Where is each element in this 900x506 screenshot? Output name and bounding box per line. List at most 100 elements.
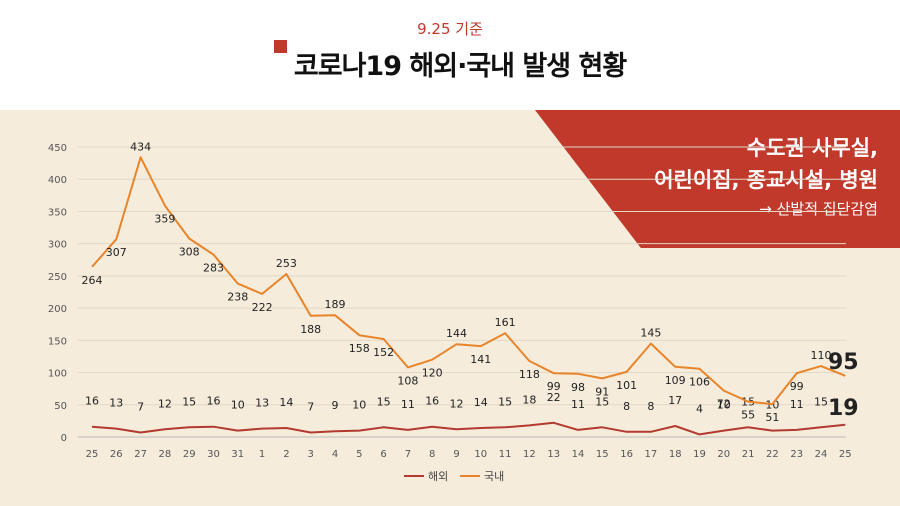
data-label-domestic: 152	[373, 346, 394, 359]
data-label-domestic: 307	[106, 246, 127, 259]
data-label-overseas: 13	[109, 397, 123, 410]
callout-line-1: 수도권 사무실,	[746, 136, 878, 160]
data-label-domestic: 91	[595, 385, 609, 398]
data-label-overseas: 7	[137, 400, 144, 413]
x-tick-label: 18	[669, 449, 682, 460]
title-row: 코로나19 해외·국내 발생 현황	[0, 40, 900, 83]
x-tick-label: 25	[839, 449, 852, 460]
data-label-overseas: 11	[571, 398, 585, 411]
data-label-overseas: 18	[522, 393, 536, 406]
y-tick-label: 100	[48, 369, 67, 380]
data-label-overseas: 12	[450, 397, 464, 410]
data-label-domestic: 222	[252, 301, 273, 314]
data-label-overseas: 8	[623, 400, 630, 413]
title-marker-icon	[273, 40, 287, 53]
data-label-domestic: 109	[665, 374, 686, 387]
data-label-overseas: 4	[696, 402, 703, 415]
data-label-domestic: 108	[397, 374, 418, 387]
y-tick-label: 400	[48, 175, 67, 186]
page-title: 코로나19 해외·국내 발생 현황	[293, 51, 627, 82]
data-label-domestic: 359	[154, 213, 175, 226]
data-label-domestic: 98	[571, 381, 585, 394]
data-label-overseas: 15	[498, 395, 512, 408]
y-tick-label: 450	[48, 143, 67, 154]
data-label-domestic: 51	[765, 411, 779, 424]
legend-label-domestic: 국내	[484, 470, 504, 483]
data-label-domestic: 55	[741, 409, 755, 422]
y-tick-label: 300	[48, 240, 67, 251]
data-label-domestic: 283	[203, 262, 224, 275]
data-label-overseas: 8	[647, 400, 654, 413]
data-label-overseas: 11	[790, 398, 804, 411]
data-label-domestic: 144	[446, 327, 467, 340]
data-label-overseas: 12	[158, 397, 172, 410]
x-tick-label: 2	[283, 449, 289, 460]
x-tick-label: 21	[742, 449, 755, 460]
y-tick-label: 350	[48, 207, 67, 218]
data-label-overseas: 16	[425, 395, 439, 408]
data-label-domestic-latest: 95	[828, 350, 859, 375]
data-label-overseas: 15	[182, 395, 196, 408]
data-label-domestic: 99	[790, 380, 804, 393]
data-label-overseas: 14	[279, 396, 293, 409]
data-label-overseas: 11	[401, 398, 415, 411]
x-tick-label: 26	[110, 449, 123, 460]
x-tick-label: 24	[815, 449, 828, 460]
x-tick-label: 22	[766, 449, 779, 460]
x-tick-label: 12	[523, 449, 536, 460]
data-label-overseas: 10	[717, 399, 731, 412]
data-label-domestic: 189	[325, 298, 346, 311]
x-tick-label: 11	[499, 449, 512, 460]
data-label-overseas: 16	[85, 395, 99, 408]
x-tick-label: 8	[429, 449, 435, 460]
data-label-domestic: 72	[717, 398, 731, 411]
x-tick-label: 6	[380, 449, 386, 460]
x-tick-label: 17	[645, 449, 658, 460]
data-label-domestic: 264	[82, 274, 103, 287]
data-label-overseas: 15	[377, 395, 391, 408]
data-label-domestic: 308	[179, 246, 200, 259]
y-tick-label: 150	[48, 336, 67, 347]
data-label-domestic: 188	[300, 323, 321, 336]
data-label-domestic: 118	[519, 368, 540, 381]
data-label-overseas: 14	[474, 396, 488, 409]
x-tick-label: 19	[693, 449, 706, 460]
data-label-overseas: 9	[332, 399, 339, 412]
data-label-domestic: 101	[616, 379, 637, 392]
x-tick-label: 25	[86, 449, 99, 460]
y-tick-label: 50	[54, 401, 67, 412]
x-tick-label: 29	[183, 449, 196, 460]
data-label-domestic: 161	[495, 316, 516, 329]
callout-line-3: → 산발적 집단감염	[759, 200, 878, 218]
x-tick-label: 28	[159, 449, 172, 460]
data-label-overseas: 10	[231, 399, 245, 412]
data-label-domestic: 106	[689, 376, 710, 389]
date-label: 9.25 기준	[417, 20, 483, 38]
x-tick-label: 31	[231, 449, 244, 460]
data-label-domestic: 145	[640, 327, 661, 340]
data-label-overseas: 22	[547, 391, 561, 404]
x-tick-label: 10	[474, 449, 487, 460]
x-tick-label: 27	[134, 449, 147, 460]
x-tick-label: 3	[308, 449, 314, 460]
data-label-domestic: 238	[227, 291, 248, 304]
data-label-domestic: 158	[349, 342, 370, 355]
x-tick-label: 9	[453, 449, 459, 460]
data-label-overseas: 13	[255, 397, 269, 410]
x-tick-label: 4	[332, 449, 338, 460]
x-tick-label: 20	[717, 449, 730, 460]
data-label-domestic: 253	[276, 257, 297, 270]
data-label-overseas: 7	[307, 400, 314, 413]
data-label-overseas: 10	[352, 399, 366, 412]
x-tick-label: 23	[790, 449, 803, 460]
x-tick-label: 5	[356, 449, 362, 460]
x-tick-label: 16	[620, 449, 633, 460]
y-tick-label: 200	[48, 304, 67, 315]
data-label-domestic: 434	[130, 140, 151, 153]
data-label-overseas-latest: 19	[828, 396, 859, 421]
header: 9.25 기준 코로나19 해외·국내 발생 현황	[0, 0, 900, 110]
data-label-overseas: 15	[595, 395, 609, 408]
data-label-overseas: 16	[207, 395, 221, 408]
callout-line-2: 어린이집, 종교시설, 병원	[654, 168, 878, 192]
